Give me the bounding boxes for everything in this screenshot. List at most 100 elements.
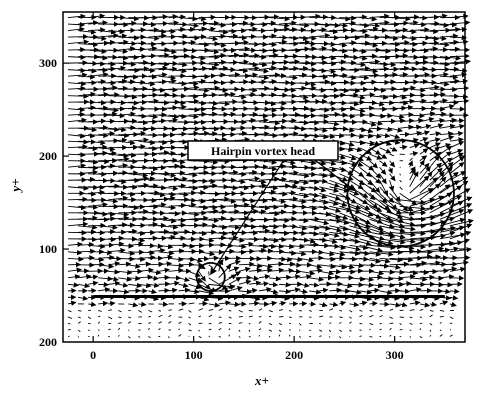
y-tick-label: 100 <box>39 242 57 256</box>
velocity-vector <box>399 288 411 294</box>
velocity-vector <box>258 274 271 280</box>
velocity-vector <box>389 275 404 282</box>
velocity-vector <box>78 255 95 261</box>
vector-field <box>67 13 474 339</box>
velocity-vector <box>449 106 466 112</box>
velocity-vector <box>218 224 241 230</box>
velocity-vector <box>98 111 118 117</box>
velocity-vector <box>419 202 445 214</box>
velocity-vector <box>409 329 412 331</box>
velocity-vector <box>198 237 215 243</box>
velocity-vector <box>279 274 292 281</box>
velocity-vector <box>409 124 422 130</box>
velocity-vector <box>309 107 330 113</box>
velocity-vector <box>349 212 372 225</box>
velocity-vector <box>168 314 172 318</box>
velocity-vector <box>228 185 250 191</box>
velocity-vector <box>118 111 136 117</box>
velocity-vector <box>329 218 350 226</box>
velocity-vector <box>228 334 231 337</box>
velocity-vector <box>339 153 357 161</box>
velocity-vector <box>439 266 458 272</box>
velocity-vector <box>329 237 349 243</box>
velocity-vector <box>108 156 130 162</box>
velocity-vector <box>359 153 373 161</box>
velocity-vector <box>309 172 328 179</box>
velocity-vector <box>168 309 172 311</box>
velocity-vector <box>128 336 131 339</box>
velocity-vector <box>218 230 238 236</box>
velocity-vector <box>389 302 401 308</box>
velocity-vector <box>299 257 314 263</box>
velocity-vector <box>429 142 441 149</box>
velocity-vector <box>108 211 130 217</box>
velocity-vector <box>319 205 342 213</box>
velocity-vector <box>429 123 444 129</box>
velocity-vector <box>339 127 355 133</box>
velocity-vector <box>98 287 111 293</box>
velocity-vector <box>248 209 267 215</box>
velocity-vector <box>67 133 86 139</box>
velocity-vector <box>228 130 248 137</box>
velocity-vector <box>218 259 224 266</box>
velocity-vector <box>389 218 416 227</box>
velocity-vector <box>88 100 107 106</box>
velocity-vector <box>67 106 86 113</box>
velocity-vector <box>108 309 112 311</box>
velocity-vector <box>138 274 153 280</box>
velocity-vector <box>409 171 419 187</box>
velocity-vector <box>389 153 395 157</box>
velocity-vector <box>168 280 180 287</box>
velocity-vector <box>439 135 455 142</box>
velocity-vector <box>218 321 223 324</box>
velocity-vector <box>78 295 89 301</box>
velocity-vector <box>67 282 80 288</box>
x-tick-label: 200 <box>285 348 303 362</box>
velocity-vector <box>289 256 303 263</box>
velocity-vector <box>258 159 278 165</box>
velocity-vector <box>379 218 405 229</box>
velocity-vector <box>138 183 159 189</box>
velocity-vector <box>389 127 403 133</box>
velocity-vector <box>238 230 259 236</box>
velocity-vector <box>148 243 164 249</box>
velocity-vector <box>128 119 149 126</box>
velocity-vector <box>67 144 88 150</box>
velocity-vector <box>299 179 320 185</box>
velocity-vector <box>67 241 83 248</box>
velocity-vector <box>429 230 456 240</box>
velocity-vector <box>399 323 402 326</box>
velocity-vector <box>158 287 170 294</box>
annotation-text: Hairpin vortex head <box>211 144 315 158</box>
velocity-vector <box>339 269 356 275</box>
velocity-vector <box>278 322 283 326</box>
velocity-vector <box>258 132 278 139</box>
velocity-vector <box>449 130 464 137</box>
velocity-vector <box>128 302 139 308</box>
velocity-vector <box>158 250 175 256</box>
velocity-vector <box>379 269 396 275</box>
velocity-vector <box>188 100 207 106</box>
velocity-vector <box>299 107 317 113</box>
velocity-vector <box>369 120 384 126</box>
velocity-vector <box>128 321 132 324</box>
velocity-vector <box>339 256 358 262</box>
velocity-vector <box>188 170 209 176</box>
velocity-vector <box>97 334 100 337</box>
velocity-vector <box>158 163 180 169</box>
velocity-vector <box>128 204 146 210</box>
velocity-vector <box>449 223 473 233</box>
velocity-vector <box>339 264 355 270</box>
velocity-vector <box>369 251 394 257</box>
velocity-vector <box>309 134 329 140</box>
velocity-vector <box>178 165 200 171</box>
velocity-vector <box>78 169 99 176</box>
velocity-vector <box>67 163 87 169</box>
velocity-vector <box>108 126 127 133</box>
velocity-vector <box>329 106 347 112</box>
velocity-vector <box>67 221 89 228</box>
velocity-vector <box>289 133 310 139</box>
velocity-vector <box>279 170 299 176</box>
velocity-vector <box>98 254 115 261</box>
velocity-vector <box>359 335 362 337</box>
